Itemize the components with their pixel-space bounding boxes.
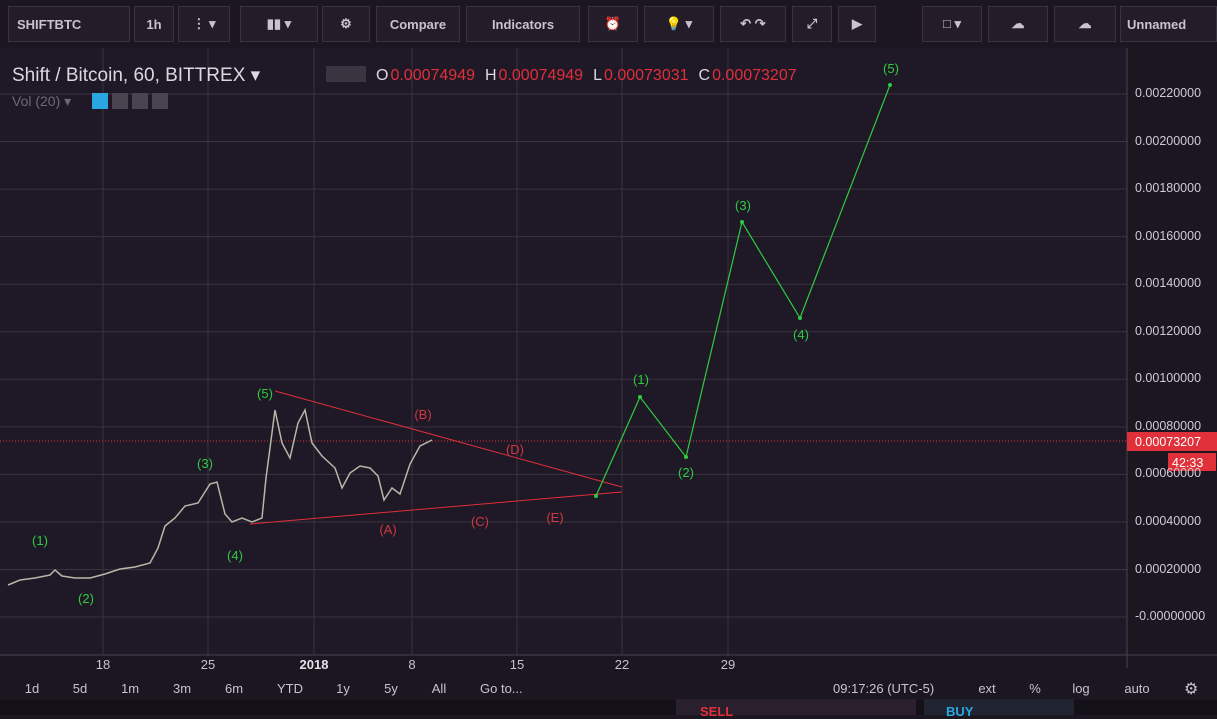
price-axis-label: 0.00140000 xyxy=(1135,276,1202,291)
time-axis-label: 29 xyxy=(720,657,736,672)
ohlc-value: 0.00074949 xyxy=(498,67,584,84)
wave-label: (C) xyxy=(470,514,490,529)
symbol-button[interactable]: SHIFTBTC xyxy=(8,6,130,42)
ohlc-key: C xyxy=(698,67,711,84)
load-button[interactable]: ☁ xyxy=(988,6,1048,42)
time-axis-label: 15 xyxy=(509,657,525,672)
ohlc-values: O 0.00074949 H 0.00074949 L 0.00073031 C 0.0007… xyxy=(376,67,797,85)
wave-label: (B) xyxy=(414,407,432,422)
layout-name[interactable]: Unnamed xyxy=(1120,6,1217,42)
range-button[interactable]: 6m xyxy=(224,681,244,696)
last-price-label: 0.00073207 xyxy=(1135,435,1202,449)
range-button[interactable]: 5d xyxy=(72,681,88,696)
ohlc-value: 0.00073207 xyxy=(712,67,797,84)
price-axis-label: 0.00160000 xyxy=(1135,228,1202,243)
range-button[interactable]: All xyxy=(431,681,447,696)
price-axis-label: 0.00100000 xyxy=(1135,371,1202,386)
price-axis-label: 0.00040000 xyxy=(1135,513,1202,528)
sell-label[interactable]: SELL xyxy=(700,704,734,719)
ohlc-value: 0.00074949 xyxy=(390,67,475,84)
time-axis-label: 22 xyxy=(614,657,630,672)
alert-button[interactable]: ⏰ xyxy=(588,6,638,42)
grid xyxy=(0,48,1127,655)
wave-label: (A) xyxy=(379,522,397,537)
chart-area xyxy=(0,48,1217,668)
legend-icons[interactable] xyxy=(326,66,366,82)
wave-label: (4) xyxy=(793,327,809,342)
scale-option[interactable]: log xyxy=(1072,681,1090,696)
chart-style-button[interactable]: ▮▮ ▾ xyxy=(240,6,318,42)
menu-button[interactable]: ⋮ ▾ xyxy=(178,6,230,42)
range-button[interactable]: 5y xyxy=(384,681,398,696)
ohlc-key: O xyxy=(376,67,389,84)
triangle-lower xyxy=(249,491,623,525)
countdown-label: 42:33 xyxy=(1172,456,1204,470)
axis-settings[interactable]: ⚙ xyxy=(1184,681,1199,698)
buy-panel[interactable] xyxy=(924,699,1074,715)
wave-label: (5) xyxy=(883,61,899,76)
goto-button[interactable]: Go to... xyxy=(480,681,523,696)
ohlc-key: L xyxy=(593,67,602,84)
clock: 09:17:26 (UTC-5) xyxy=(833,681,935,696)
time-axis-label: 2018 xyxy=(299,657,329,672)
wave-label: (1) xyxy=(32,533,48,548)
ohlc-key: H xyxy=(484,67,497,84)
price-axis-label: -0.00000000 xyxy=(1135,609,1206,624)
range-button[interactable]: YTD xyxy=(277,681,303,696)
wave-label: (4) xyxy=(227,548,243,563)
price-axis-label: 0.00200000 xyxy=(1135,133,1202,148)
scale-option[interactable]: % xyxy=(1029,681,1041,696)
time-axis-label: 25 xyxy=(200,657,216,672)
scale-option[interactable]: auto xyxy=(1124,681,1150,696)
wave-label: (3) xyxy=(197,456,213,471)
price-axis-label: 0.00120000 xyxy=(1135,323,1202,338)
wave-label: (3) xyxy=(735,198,751,213)
range-button[interactable]: 1d xyxy=(24,681,40,696)
replay-button[interactable]: ▶ xyxy=(838,6,876,42)
triangle-upper xyxy=(274,390,623,488)
wave-label: (1) xyxy=(633,372,649,387)
buy-label[interactable]: BUY xyxy=(946,704,974,719)
price-series xyxy=(7,407,433,586)
price-axis-label: 0.00180000 xyxy=(1135,181,1202,196)
projection-path xyxy=(595,84,891,497)
plot-background xyxy=(0,48,1127,655)
range-button[interactable]: 3m xyxy=(172,681,192,696)
range-button[interactable]: 1m xyxy=(120,681,140,696)
legend-title[interactable]: Shift / Bitcoin, 60, BITTREX ▾ xyxy=(12,65,261,86)
time-axis-label: 8 xyxy=(408,657,416,672)
sell-panel[interactable] xyxy=(676,699,916,715)
price-axis-label: 0.00080000 xyxy=(1135,418,1202,433)
layout-button[interactable]: □ ▾ xyxy=(922,6,982,42)
scale-option[interactable]: ext xyxy=(978,681,996,696)
indicators-button[interactable]: Indicators xyxy=(466,6,580,42)
countdown-badge xyxy=(1168,453,1216,471)
projection-points xyxy=(594,83,892,498)
wave-label: (E) xyxy=(546,510,564,525)
last-price-badge xyxy=(1127,432,1217,451)
compare-button[interactable]: Compare xyxy=(376,6,460,42)
legend-title-text: Shift / Bitcoin, 60, BITTREX xyxy=(12,65,246,86)
price-axis-label: 0.00220000 xyxy=(1135,86,1202,100)
wave-label: (5) xyxy=(257,386,273,401)
save-button[interactable]: ☁ xyxy=(1054,6,1116,42)
wave-label: (D) xyxy=(505,442,525,457)
undo-redo-button[interactable]: ↶ ↷ xyxy=(720,6,786,42)
time-axis-label: 18 xyxy=(95,657,111,672)
wave-label: (2) xyxy=(678,465,694,480)
volume-icons[interactable] xyxy=(92,93,172,109)
volume-label: Vol (20) xyxy=(12,93,61,109)
ohlc-value: 0.00073031 xyxy=(603,67,689,84)
settings-button[interactable]: ⚙ xyxy=(322,6,370,42)
range-button[interactable]: 1y xyxy=(336,681,350,696)
price-axis-label: 0.00020000 xyxy=(1135,561,1202,576)
price-axis-label: 0.00060000 xyxy=(1135,466,1202,481)
volume-legend[interactable]: Vol (20) ▾ xyxy=(12,93,72,109)
interval-button[interactable]: 1h xyxy=(134,6,174,42)
wave-label: (2) xyxy=(78,591,94,606)
fullscreen-button[interactable]: ⤢ xyxy=(792,6,832,42)
ideas-button[interactable]: 💡 ▾ xyxy=(644,6,714,42)
